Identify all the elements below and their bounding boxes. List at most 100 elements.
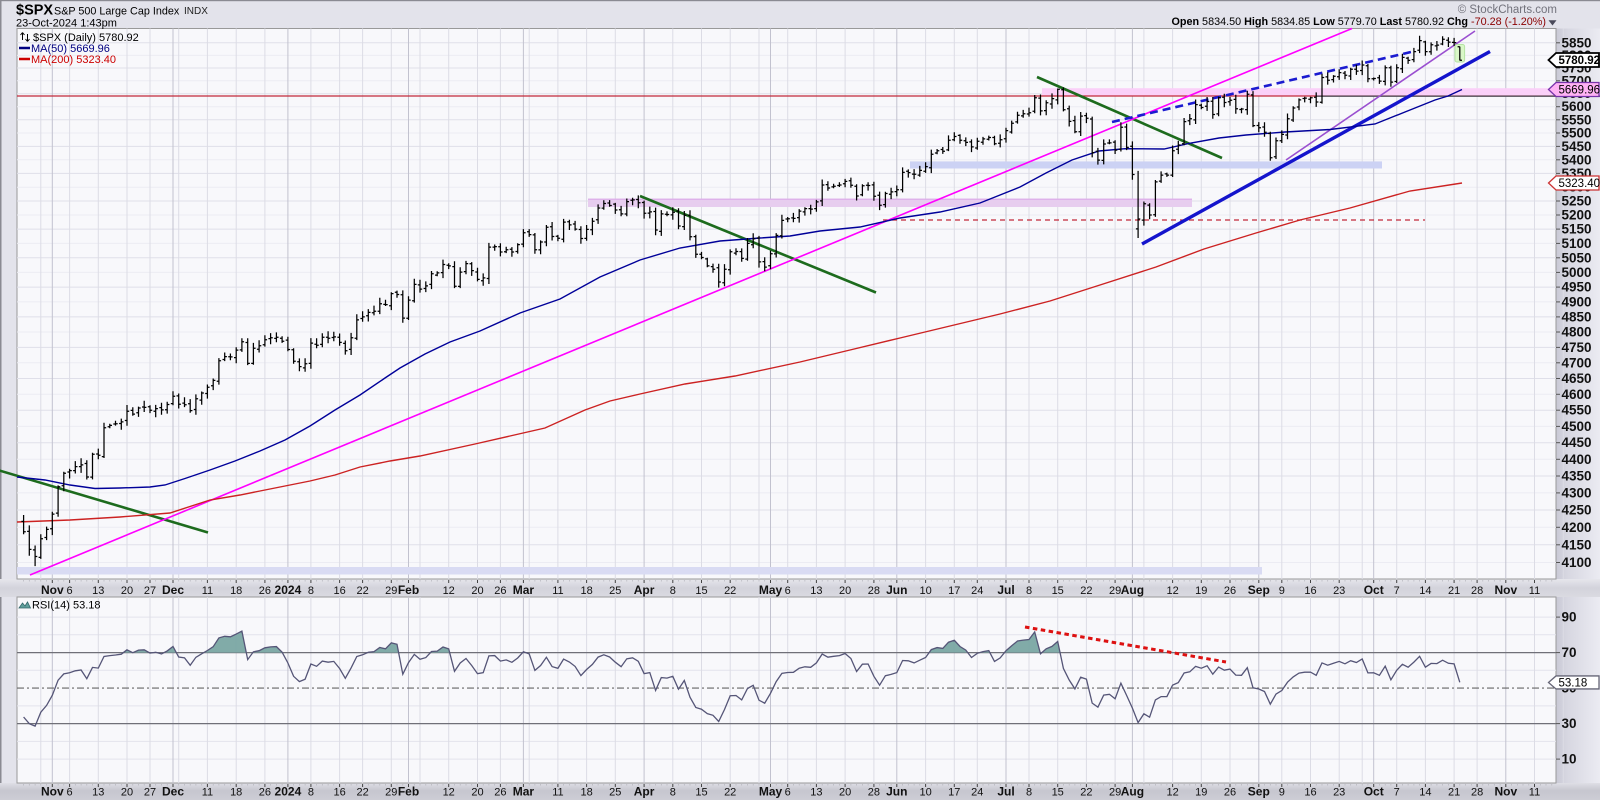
svg-text:May: May — [759, 583, 783, 597]
svg-text:Feb: Feb — [398, 583, 419, 597]
svg-text:$SPX: $SPX — [16, 3, 53, 19]
svg-text:28: 28 — [868, 585, 880, 597]
svg-text:8: 8 — [670, 787, 676, 799]
svg-text:20: 20 — [471, 585, 483, 597]
svg-text:Oct: Oct — [1364, 583, 1384, 597]
svg-text:13: 13 — [92, 585, 104, 597]
svg-text:8: 8 — [308, 585, 314, 597]
svg-text:8: 8 — [308, 787, 314, 799]
svg-text:4450: 4450 — [1562, 435, 1592, 450]
svg-text:11: 11 — [1529, 787, 1540, 799]
svg-text:29: 29 — [1109, 787, 1121, 799]
svg-text:MA(50) 5669.96: MA(50) 5669.96 — [31, 43, 110, 55]
svg-text:Sep: Sep — [1248, 583, 1270, 597]
svg-text:28: 28 — [868, 787, 880, 799]
svg-text:17: 17 — [948, 787, 960, 799]
svg-text:13: 13 — [810, 585, 822, 597]
svg-text:27: 27 — [144, 585, 156, 597]
svg-text:23: 23 — [1333, 585, 1345, 597]
svg-text:Oct: Oct — [1364, 785, 1384, 799]
svg-text:29: 29 — [385, 787, 397, 799]
svg-text:Mar: Mar — [513, 583, 535, 597]
svg-text:23: 23 — [1333, 787, 1345, 799]
svg-text:10: 10 — [919, 585, 931, 597]
svg-text:RSI(14) 53.18: RSI(14) 53.18 — [32, 600, 100, 612]
svg-text:16: 16 — [333, 585, 345, 597]
svg-text:5150: 5150 — [1562, 222, 1592, 237]
svg-text:12: 12 — [443, 787, 455, 799]
svg-text:Nov: Nov — [41, 785, 64, 799]
svg-text:4700: 4700 — [1562, 355, 1592, 370]
svg-text:22: 22 — [1080, 585, 1092, 597]
svg-text:Aug: Aug — [1121, 583, 1144, 597]
svg-text:17: 17 — [948, 585, 960, 597]
svg-text:5200: 5200 — [1562, 208, 1592, 223]
svg-text:19: 19 — [1195, 787, 1207, 799]
svg-text:4500: 4500 — [1562, 419, 1592, 434]
svg-text:5500: 5500 — [1562, 126, 1592, 141]
svg-text:90: 90 — [1562, 610, 1577, 625]
svg-text:11: 11 — [552, 585, 563, 597]
svg-text:Jun: Jun — [886, 785, 907, 799]
svg-text:INDX: INDX — [184, 6, 208, 17]
svg-text:5100: 5100 — [1562, 236, 1592, 251]
svg-text:15: 15 — [1052, 787, 1064, 799]
svg-text:5323.40: 5323.40 — [1559, 178, 1600, 190]
svg-text:70: 70 — [1562, 645, 1577, 660]
svg-text:Open 5834.50 High 5834.85 Low: Open 5834.50 High 5834.85 Low 5779.70 La… — [1171, 16, 1546, 28]
svg-text:Aug: Aug — [1121, 785, 1144, 799]
svg-text:4600: 4600 — [1562, 387, 1592, 402]
svg-text:16: 16 — [1304, 585, 1316, 597]
svg-text:24: 24 — [971, 585, 983, 597]
svg-text:Dec: Dec — [162, 785, 184, 799]
svg-text:22: 22 — [724, 787, 736, 799]
svg-text:18: 18 — [230, 585, 242, 597]
svg-text:18: 18 — [230, 787, 242, 799]
svg-text:16: 16 — [1304, 787, 1316, 799]
svg-text:4800: 4800 — [1562, 325, 1592, 340]
svg-text:4200: 4200 — [1562, 520, 1592, 535]
svg-text:25: 25 — [609, 787, 621, 799]
svg-text:4650: 4650 — [1562, 371, 1592, 386]
svg-text:11: 11 — [1529, 585, 1540, 597]
svg-text:11: 11 — [202, 585, 213, 597]
svg-text:23-Oct-2024 1:43pm: 23-Oct-2024 1:43pm — [16, 18, 117, 30]
svg-text:Apr: Apr — [634, 785, 655, 799]
svg-text:5450: 5450 — [1562, 139, 1592, 154]
svg-text:4900: 4900 — [1562, 294, 1592, 309]
svg-text:4150: 4150 — [1562, 537, 1592, 552]
svg-text:10: 10 — [919, 787, 931, 799]
svg-text:26: 26 — [494, 787, 506, 799]
svg-text:4850: 4850 — [1562, 309, 1592, 324]
svg-text:16: 16 — [333, 787, 345, 799]
svg-text:Jul: Jul — [997, 785, 1014, 799]
svg-text:Dec: Dec — [162, 583, 184, 597]
svg-text:13: 13 — [92, 787, 104, 799]
svg-text:26: 26 — [1224, 585, 1236, 597]
svg-text:26: 26 — [1224, 787, 1236, 799]
svg-text:4400: 4400 — [1562, 452, 1592, 467]
svg-text:© StockCharts.com: © StockCharts.com — [1458, 4, 1557, 16]
svg-text:20: 20 — [839, 787, 851, 799]
svg-text:Feb: Feb — [398, 785, 419, 799]
svg-text:7: 7 — [1394, 585, 1400, 597]
svg-text:29: 29 — [385, 585, 397, 597]
svg-text:26: 26 — [259, 787, 271, 799]
svg-text:20: 20 — [839, 585, 851, 597]
svg-text:4750: 4750 — [1562, 340, 1592, 355]
svg-text:24: 24 — [971, 787, 983, 799]
svg-text:20: 20 — [121, 585, 133, 597]
svg-text:4300: 4300 — [1562, 485, 1592, 500]
svg-text:27: 27 — [144, 787, 156, 799]
svg-text:22: 22 — [356, 585, 368, 597]
svg-text:S&P 500 Large Cap Index: S&P 500 Large Cap Index — [54, 6, 180, 18]
svg-text:15: 15 — [1052, 585, 1064, 597]
svg-text:5600: 5600 — [1562, 99, 1592, 114]
svg-text:8: 8 — [1026, 585, 1032, 597]
svg-text:28: 28 — [1471, 585, 1483, 597]
svg-text:12: 12 — [1166, 787, 1178, 799]
svg-text:5400: 5400 — [1562, 152, 1592, 167]
svg-text:2024: 2024 — [275, 583, 302, 597]
svg-text:Nov: Nov — [1494, 785, 1517, 799]
svg-text:May: May — [759, 785, 783, 799]
